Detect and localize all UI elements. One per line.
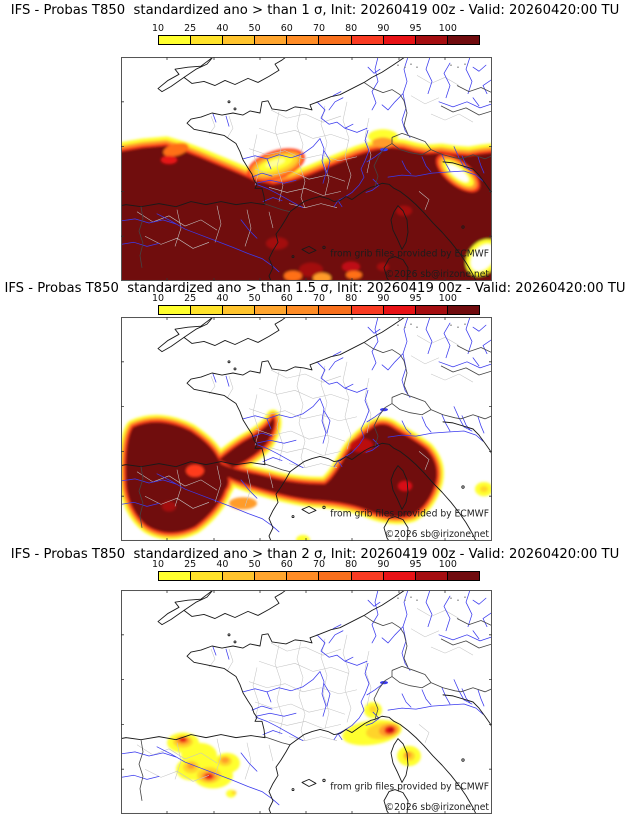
colorbar-segment xyxy=(222,36,255,44)
colorbar-tick-label: 50 xyxy=(248,293,261,304)
colorbar-tick-label: 80 xyxy=(345,293,358,304)
colorbar-bar xyxy=(158,305,480,315)
colorbar-segment xyxy=(350,306,383,314)
copyright-credit: ©2026 sb@irizone.net xyxy=(385,802,489,813)
ecmwf-credit: from grib files provided by ECMWF xyxy=(330,508,489,519)
colorbar-tick-label: 95 xyxy=(409,559,422,570)
colorbar-segment xyxy=(318,36,351,44)
colorbar-tick-label: 70 xyxy=(312,23,326,34)
panel-2-colorbar: 10 25 40 50 60 70 80 90 95 100 xyxy=(152,293,480,316)
probability-shading xyxy=(126,417,492,541)
colorbar-segment xyxy=(350,572,383,580)
colorbar-bar xyxy=(158,35,480,45)
france-map-sigma1-5: from grib files provided by ECMWF ©2026 … xyxy=(121,317,492,541)
colorbar-tick-label: 100 xyxy=(438,559,457,570)
colorbar-segment xyxy=(286,572,319,580)
colorbar-labels: 10 25 40 50 60 70 80 90 95 100 xyxy=(152,293,480,304)
colorbar-tick-label: 95 xyxy=(409,23,422,34)
colorbar-tick-label: 40 xyxy=(216,293,229,304)
colorbar-segment xyxy=(159,306,191,314)
colorbar-segment xyxy=(446,36,479,44)
colorbar-tick-label: 60 xyxy=(280,293,293,304)
panel-2-map: from grib files provided by ECMWF ©2026 … xyxy=(121,317,492,541)
panel-1-map: from grib files provided by ECMWF ©2026 … xyxy=(121,57,492,281)
colorbar-tick-label: 10 xyxy=(151,293,165,304)
colorbar-labels: 10 25 40 50 60 70 80 90 95 100 xyxy=(152,23,480,34)
colorbar-tick-label: 100 xyxy=(438,23,457,34)
colorbar-segment xyxy=(190,36,223,44)
colorbar-tick-label: 50 xyxy=(248,23,261,34)
colorbar-tick-label: 25 xyxy=(184,559,197,570)
colorbar-tick-label: 80 xyxy=(345,559,358,570)
colorbar-tick-label: 95 xyxy=(409,293,422,304)
copyright-credit: ©2026 sb@irizone.net xyxy=(385,529,489,540)
probability-shading xyxy=(121,129,492,281)
france-map-sigma2: from grib files provided by ECMWF ©2026 … xyxy=(121,590,492,814)
colorbar-tick-label: 60 xyxy=(280,559,293,570)
colorbar-segment xyxy=(382,36,415,44)
colorbar-segment xyxy=(222,306,255,314)
colorbar-segment xyxy=(286,36,319,44)
panel-3-title: IFS - Probas T850 standardized ano > tha… xyxy=(10,547,620,562)
colorbar-tick-label: 90 xyxy=(377,293,390,304)
colorbar-segment xyxy=(254,306,287,314)
colorbar-segment xyxy=(414,306,447,314)
colorbar-labels: 10 25 40 50 60 70 80 90 95 100 xyxy=(152,559,480,570)
colorbar-segment xyxy=(254,36,287,44)
colorbar-segment xyxy=(190,572,223,580)
colorbar-tick-label: 50 xyxy=(248,559,261,570)
colorbar-segment xyxy=(159,36,191,44)
colorbar-tick-label: 40 xyxy=(216,23,229,34)
colorbar-segment xyxy=(414,36,447,44)
colorbar-segment xyxy=(318,572,351,580)
colorbar-bar xyxy=(158,571,480,581)
colorbar-tick-label: 40 xyxy=(216,559,229,570)
colorbar-segment xyxy=(222,572,255,580)
ecmwf-credit: from grib files provided by ECMWF xyxy=(330,781,489,792)
colorbar-tick-label: 25 xyxy=(184,23,197,34)
colorbar-segment xyxy=(446,572,479,580)
colorbar-segment xyxy=(382,306,415,314)
colorbar-tick-label: 60 xyxy=(280,23,293,34)
copyright-credit: ©2026 sb@irizone.net xyxy=(385,269,489,280)
colorbar-tick-label: 25 xyxy=(184,293,197,304)
colorbar-tick-label: 90 xyxy=(377,559,390,570)
colorbar-segment xyxy=(190,306,223,314)
colorbar-segment xyxy=(382,572,415,580)
colorbar-segment xyxy=(254,572,287,580)
colorbar-segment xyxy=(159,572,191,580)
colorbar-segment xyxy=(286,306,319,314)
ecmwf-credit: from grib files provided by ECMWF xyxy=(330,248,489,259)
probability-shading xyxy=(167,702,421,798)
colorbar-tick-label: 80 xyxy=(345,23,358,34)
colorbar-segment xyxy=(318,306,351,314)
colorbar-segment xyxy=(446,306,479,314)
france-map-sigma1: from grib files provided by ECMWF ©2026 … xyxy=(121,57,492,281)
colorbar-tick-label: 90 xyxy=(377,23,390,34)
panel-1-colorbar: 10 25 40 50 60 70 80 90 95 100 xyxy=(152,23,480,46)
panel-1-title: IFS - Probas T850 standardized ano > tha… xyxy=(10,3,620,18)
panel-3-colorbar: 10 25 40 50 60 70 80 90 95 100 xyxy=(152,559,480,582)
colorbar-tick-label: 10 xyxy=(151,559,165,570)
panel-3-map: from grib files provided by ECMWF ©2026 … xyxy=(121,590,492,814)
colorbar-tick-label: 100 xyxy=(438,293,457,304)
panel-2-title: IFS - Probas T850 standardized ano > tha… xyxy=(4,281,626,296)
colorbar-segment xyxy=(414,572,447,580)
colorbar-tick-label: 70 xyxy=(312,293,326,304)
colorbar-tick-label: 10 xyxy=(151,23,165,34)
colorbar-tick-label: 70 xyxy=(312,559,326,570)
colorbar-segment xyxy=(350,36,383,44)
